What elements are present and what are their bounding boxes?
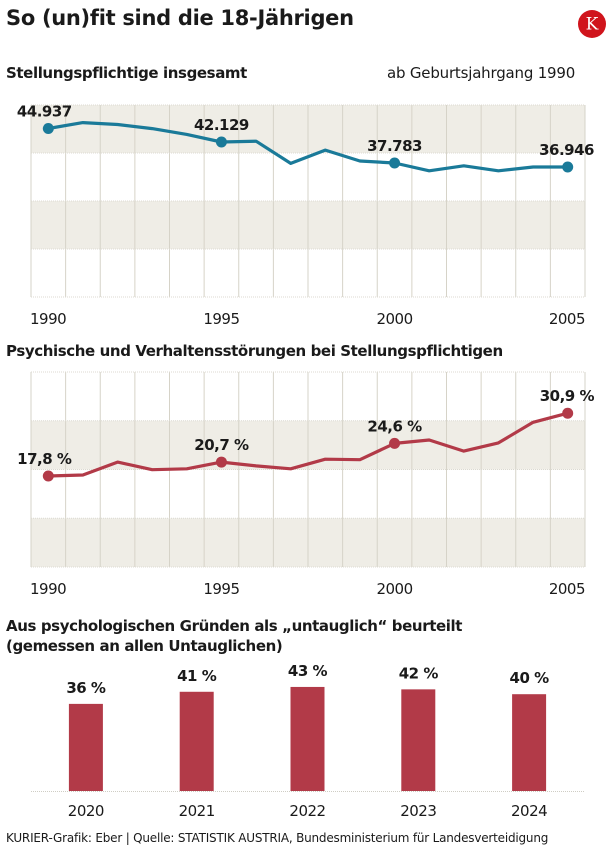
chart1-title: Stellungspflichtige insgesamt <box>6 64 247 82</box>
data-point-marker <box>389 437 401 449</box>
chart1-note: ab Geburtsjahrgang 1990 <box>387 64 576 82</box>
data-label: 44.937 <box>17 102 72 120</box>
data-point-marker <box>42 122 54 134</box>
bar <box>401 689 436 791</box>
data-label: 36.946 <box>539 141 594 159</box>
bar-value-label: 40 % <box>510 669 550 687</box>
series-line <box>46 120 570 173</box>
bar <box>512 694 547 791</box>
chart2-title: Psychische und Verhaltensstörungen bei S… <box>6 342 503 360</box>
data-point-marker <box>562 407 574 419</box>
x-tick-label: 2005 <box>549 580 585 598</box>
data-label: 30,9 % <box>540 387 595 405</box>
category-label: 2023 <box>400 802 436 820</box>
bar <box>68 703 103 791</box>
category-label: 2024 <box>511 802 547 820</box>
bar <box>290 686 325 791</box>
x-tick-label: 2000 <box>376 310 412 328</box>
category-label: 2021 <box>179 802 215 820</box>
data-point-marker <box>42 470 54 482</box>
bar-value-label: 36 % <box>66 679 106 697</box>
bar-value-label: 43 % <box>288 662 328 680</box>
data-point-marker <box>215 456 227 468</box>
page-title: So (un)fit sind die 18-Jährigen <box>6 6 354 30</box>
data-label: 20,7 % <box>194 436 249 454</box>
data-point-marker <box>389 157 401 169</box>
x-tick-label: 1990 <box>30 310 66 328</box>
data-label: 37.783 <box>367 137 422 155</box>
series-line <box>46 411 570 478</box>
x-tick-label: 2005 <box>549 310 585 328</box>
source-note: KURIER-Grafik: Eber | Quelle: STATISTIK … <box>6 831 549 845</box>
x-tick-label: 1995 <box>203 310 239 328</box>
data-label: 17,8 % <box>17 450 72 468</box>
chart2-line-chart: 17,8 % 20,7 % 24,6 % 30,9 % 1990 1995 2000 2005 <box>17 371 595 598</box>
bar-value-label: 41 % <box>177 667 217 685</box>
bar <box>179 691 214 791</box>
data-point-marker <box>215 136 227 148</box>
bar-value-label: 42 % <box>399 664 439 682</box>
x-tick-label: 2000 <box>376 580 412 598</box>
chart1-line-chart: 44.937 42.129 37.783 36.946 1990 1995 2000 2005 <box>17 102 595 328</box>
category-label: 2020 <box>68 802 104 820</box>
chart3-subtitle: (gemessen an allen Untauglichen) <box>6 637 283 655</box>
logo-letter: K <box>586 15 599 35</box>
data-point-marker <box>562 161 574 173</box>
logo-circle <box>578 10 606 38</box>
category-label: 2022 <box>289 802 325 820</box>
x-tick-label: 1995 <box>203 580 239 598</box>
data-label: 42.129 <box>194 116 249 134</box>
chart3-title: Aus psychologischen Gründen als „untaugl… <box>6 617 462 635</box>
x-tick-label: 1990 <box>30 580 66 598</box>
chart3-bar-chart: 36 % 2020 41 % 2021 43 % 2022 42 % 2023 40 % 2024 <box>31 662 585 820</box>
kurier-logo: K <box>578 10 606 38</box>
data-label: 24,6 % <box>367 417 422 435</box>
